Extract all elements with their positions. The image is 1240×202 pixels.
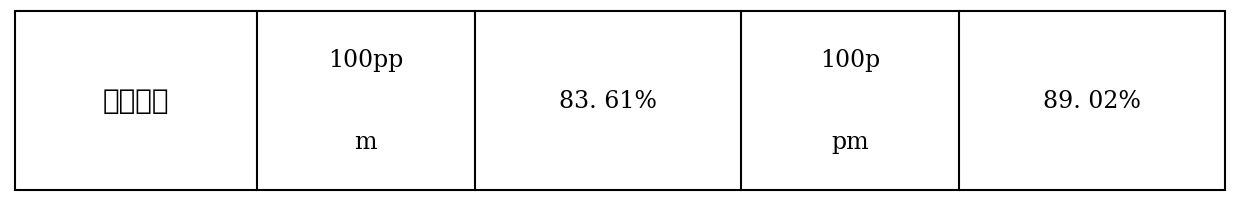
Text: 89. 02%: 89. 02%	[1043, 89, 1141, 113]
Text: 83. 61%: 83. 61%	[559, 89, 657, 113]
Text: 100pp

m: 100pp m	[329, 49, 403, 153]
Bar	[15, 12, 1225, 190]
Text: 100p

pm: 100p pm	[820, 49, 880, 153]
Text: 地塞米松: 地塞米松	[103, 87, 169, 115]
